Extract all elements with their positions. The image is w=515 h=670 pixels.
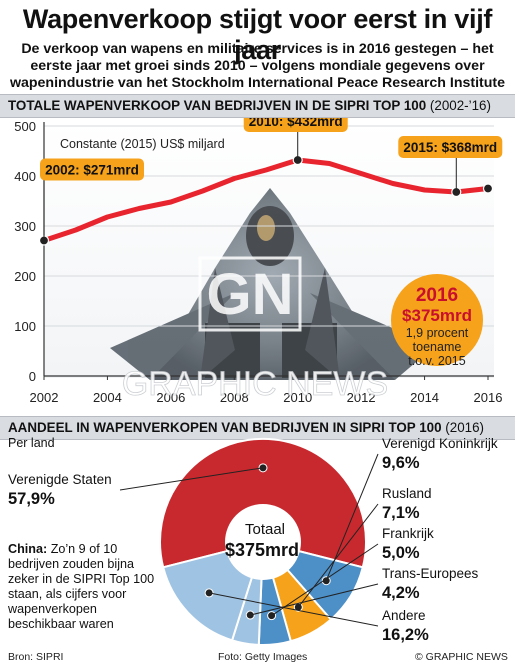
highlight-note-1: 1,9 procent	[406, 326, 469, 340]
series-line	[41, 157, 491, 243]
donut-slice	[159, 437, 367, 569]
per-country-label: Per land	[8, 436, 55, 450]
slice-labels: Verenigde Staten 57,9% Verenigd Koninkrijk…	[8, 436, 498, 644]
section-heading-share-year: (2016)	[445, 420, 485, 435]
x-tick-label: 2002	[30, 390, 59, 405]
jet-photo	[110, 188, 435, 380]
footer-credit: © GRAPHIC NEWS	[415, 651, 508, 663]
section-heading-sales: TOTALE WAPENVERKOOP VAN BEDRIJVEN IN DE …	[8, 98, 491, 113]
donut-center-value: $375mrd	[225, 540, 299, 560]
slice-value: 5,0%	[382, 544, 420, 562]
callout-label: 2010: $432mrd	[249, 118, 343, 129]
china-note-text: Zo’n 9 of 10 bedrijven zouden bijna zeke…	[8, 542, 155, 631]
y-tick-labels: 0 100 200 300 400 500	[14, 119, 36, 384]
donut-slices	[159, 437, 367, 646]
slice-leader	[250, 583, 379, 616]
watermark: GN GRAPHIC NEWS	[121, 256, 389, 403]
slice-leader	[297, 503, 379, 608]
donut-chart: Verenigde Staten 57,9% Verenigd Koninkrijk…	[8, 436, 498, 646]
y-tick-label: 100	[14, 319, 36, 334]
y-tick-label: 300	[14, 219, 36, 234]
slice-name: Trans-Europees	[382, 566, 479, 581]
data-points	[38, 154, 494, 246]
slice-name: Frankrijk	[382, 526, 434, 541]
section-heading-share-text: AANDEEL IN WAPENVERKOPEN VAN BEDRIJVEN I…	[8, 420, 442, 435]
x-tick-labels: 2002 2004 2006 2008 2010 2012 2014 2016	[30, 376, 503, 405]
highlight-year: 2016	[416, 285, 458, 306]
footer-photo-credit: Foto: Getty Images	[218, 651, 308, 663]
x-tick-label: 2010	[283, 390, 312, 405]
callout-label: 2015: $368mrd	[403, 140, 497, 155]
y-tick-label: 400	[14, 169, 36, 184]
callout-label: 2002: $271mrd	[45, 163, 139, 178]
x-tick-label: 2006	[156, 390, 185, 405]
callout-box	[398, 136, 503, 158]
highlight-note-2: toename	[413, 340, 462, 354]
slice-leader	[271, 543, 379, 617]
highlight-2016: 2016 $375mrd 1,9 procent toename t.o.v. …	[391, 274, 483, 368]
slice-value: 57,9%	[8, 490, 55, 508]
y-tick-label: 0	[29, 369, 36, 384]
donut-center-label: Totaal	[245, 521, 285, 538]
page-title: Wapenverkoop stijgt voor eerst in vijf j…	[22, 4, 493, 65]
watermark-logo-box	[198, 256, 302, 332]
x-tick-label: 2014	[410, 390, 439, 405]
watermark-logo: GN	[207, 262, 294, 327]
slice-leader	[119, 467, 264, 491]
highlight-circle	[391, 274, 483, 366]
section-heading-sales-text: TOTALE WAPENVERKOOP VAN BEDRIJVEN IN DE …	[8, 98, 427, 113]
slice-marker	[321, 576, 331, 586]
x-tick-label: 2008	[220, 390, 249, 405]
china-note-label: China:	[8, 542, 48, 556]
unit-label: Constante (2015) US$ miljard	[60, 137, 225, 151]
china-note: China: Zo’n 9 of 10 bedrijven zouden bij…	[8, 542, 168, 632]
x-tick-label: 2012	[347, 390, 376, 405]
slice-name: Rusland	[382, 486, 432, 501]
callouts: 2002: $271mrd 2010: $432mrd 2015: $368mrd	[40, 118, 503, 241]
line-chart: 0 100 200 300 400 500 2002 2004 2006 2008 2010 201…	[14, 118, 503, 405]
section-heading-share: AANDEEL IN WAPENVERKOPEN VAN BEDRIJVEN I…	[8, 420, 484, 435]
y-tick-label: 200	[14, 269, 36, 284]
slice-value: 9,6%	[382, 454, 420, 472]
slice-name: Verenigd Koninkrijk	[382, 436, 498, 451]
highlight-note-3: t.o.v. 2015	[408, 354, 465, 368]
section-header-bar-share	[0, 416, 515, 440]
slice-value: 4,2%	[382, 584, 420, 602]
watermark-text: GRAPHIC NEWS	[122, 365, 388, 403]
slice-name: Andere	[382, 608, 426, 623]
callout-box	[243, 118, 348, 132]
highlight-value: $375mrd	[402, 306, 472, 325]
x-tick-label: 2004	[93, 390, 122, 405]
y-tick-label: 500	[14, 119, 36, 134]
slice-leader	[209, 592, 379, 627]
x-tick-label: 2016	[474, 390, 503, 405]
data-point	[482, 183, 494, 194]
section-heading-sales-period: (2002-’16)	[429, 98, 491, 113]
slice-value: 16,2%	[382, 626, 429, 644]
callout-box	[40, 158, 144, 181]
slice-name: Verenigde Staten	[8, 472, 112, 487]
donut-hole	[225, 504, 301, 580]
slice-value: 7,1%	[382, 504, 420, 522]
footer-source: Bron: SIPRI	[8, 651, 64, 663]
